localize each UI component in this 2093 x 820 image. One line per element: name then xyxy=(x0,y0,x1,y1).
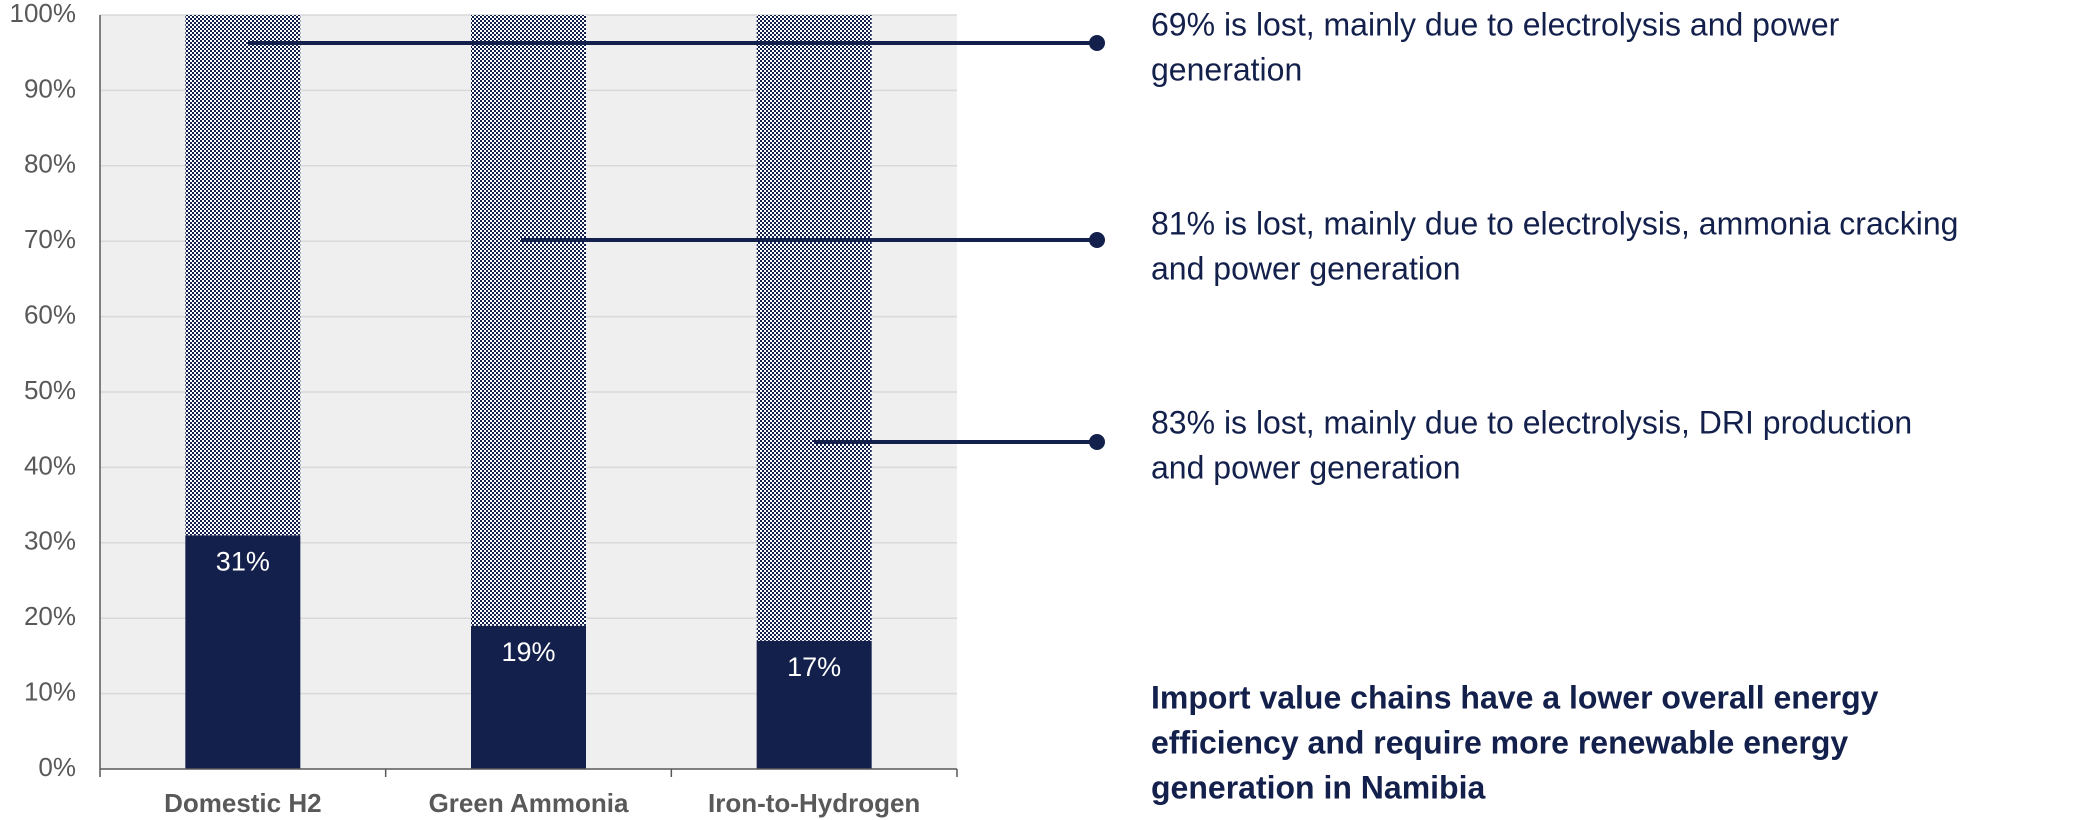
y-tick-label: 100% xyxy=(10,0,77,28)
bar-segment xyxy=(471,625,586,769)
bar-segment xyxy=(185,15,301,536)
conclusion: generation in Namibia xyxy=(1151,769,1485,805)
x-tick-label: Domestic H2 xyxy=(164,788,322,818)
x-tick-label: Iron-to-Hydrogen xyxy=(708,788,920,818)
annotation: and power generation xyxy=(1151,250,1461,286)
annotation: 69% is lost, mainly due to electrolysis … xyxy=(1151,6,1840,42)
y-tick-label: 90% xyxy=(24,73,76,103)
annotation: generation xyxy=(1151,51,1302,87)
y-tick-label: 10% xyxy=(24,676,76,706)
value-label: 17% xyxy=(787,652,841,682)
callout-dot xyxy=(1089,434,1105,450)
value-label: 31% xyxy=(216,546,270,576)
annotation: and power generation xyxy=(1151,449,1461,485)
callout-dot xyxy=(1089,35,1105,51)
conclusion: efficiency and require more renewable en… xyxy=(1151,724,1848,760)
y-tick-label: 0% xyxy=(38,752,76,782)
callout-dot xyxy=(1089,232,1105,248)
y-tick-label: 80% xyxy=(24,149,76,179)
bar-segment xyxy=(756,15,872,641)
bar-segment xyxy=(185,535,301,769)
annotation: 83% is lost, mainly due to electrolysis,… xyxy=(1151,404,1912,440)
conclusion: Import value chains have a lower overall… xyxy=(1151,679,1879,715)
value-label: 19% xyxy=(501,637,555,667)
y-tick-label: 40% xyxy=(24,450,76,480)
y-tick-label: 50% xyxy=(24,375,76,405)
bar-segment xyxy=(471,15,586,626)
y-tick-label: 60% xyxy=(24,299,76,329)
y-tick-label: 70% xyxy=(24,224,76,254)
y-tick-label: 30% xyxy=(24,526,76,556)
annotation: 81% is lost, mainly due to electrolysis,… xyxy=(1151,205,1958,241)
x-tick-label: Green Ammonia xyxy=(429,788,629,818)
y-tick-label: 20% xyxy=(24,601,76,631)
bar-segment xyxy=(756,640,872,769)
